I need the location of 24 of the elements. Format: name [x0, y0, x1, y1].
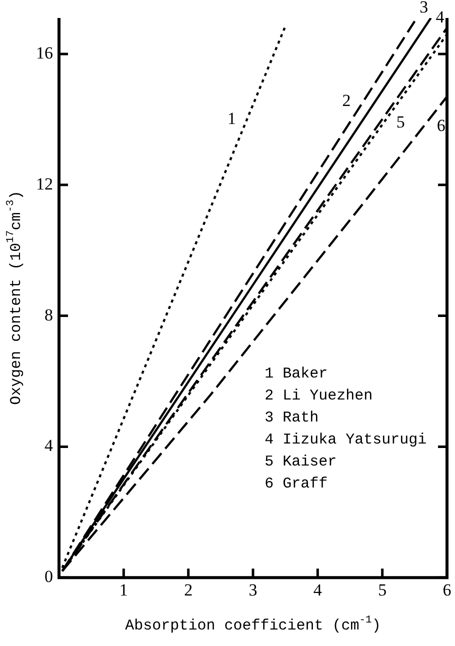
x-tick-label: 2	[184, 580, 193, 600]
y-tick-label: 0	[44, 567, 53, 586]
y-tick-label: 4	[44, 436, 54, 456]
y-axis-title: Oxygen content (1017cm-3)	[4, 190, 25, 405]
x-tick-label: 5	[378, 580, 387, 600]
x-tick-label: 4	[313, 580, 322, 600]
annotation: 4 Iizuka Yatsurugi	[264, 431, 427, 448]
series-label: 3	[420, 0, 428, 16]
annotation: 1 Baker	[264, 365, 328, 382]
annotation: 2 Li Yuezhen	[264, 387, 373, 404]
y-tick-label: 8	[44, 305, 53, 324]
annotation: 6 Graff	[264, 475, 328, 492]
series-label: 1	[227, 109, 236, 128]
x-tick-label: 3	[248, 580, 258, 600]
annotation: 5 Kaiser	[264, 453, 337, 470]
x-tick-label: 1	[119, 580, 128, 600]
series-label: 5	[396, 112, 405, 132]
series-label: 2	[342, 91, 351, 110]
y-tick-label: 16	[36, 43, 53, 62]
series-label: 6	[436, 116, 446, 136]
x-tick-label: 6	[442, 580, 452, 600]
annotation: 3 Rath	[264, 409, 319, 426]
y-tick-label: 12	[36, 174, 53, 194]
series-label: 4	[436, 7, 445, 26]
